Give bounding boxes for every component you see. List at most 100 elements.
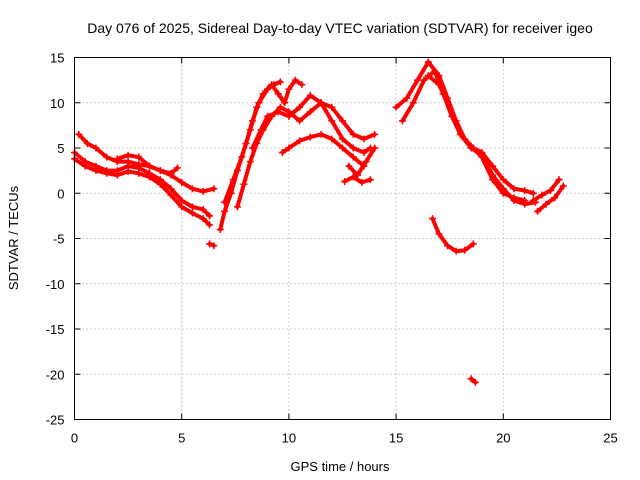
- data-point: [257, 126, 265, 134]
- series-sat-r: [529, 176, 563, 204]
- series-trace: [342, 175, 373, 185]
- data-point: [317, 130, 325, 138]
- data-point: [199, 187, 207, 195]
- data-point: [167, 185, 175, 193]
- data-point: [156, 167, 164, 175]
- data-point: [467, 375, 475, 383]
- data-point: [113, 155, 121, 163]
- data-point: [268, 81, 276, 89]
- data-point: [92, 167, 100, 175]
- data-point: [238, 153, 246, 161]
- data-point: [296, 117, 304, 125]
- series-trace: [535, 184, 566, 214]
- data-point: [124, 151, 132, 159]
- data-point: [555, 176, 563, 184]
- data-point: [135, 169, 143, 177]
- series-trace: [531, 177, 561, 203]
- x-tick-label: 5: [178, 431, 185, 446]
- data-point: [392, 103, 400, 111]
- series-sat-m: [392, 58, 537, 197]
- data-point: [113, 171, 121, 179]
- series-trace: [280, 132, 366, 169]
- data-point: [360, 135, 368, 143]
- data-point: [424, 58, 432, 66]
- data-point: [285, 112, 293, 120]
- y-tick-label: -15: [46, 322, 65, 337]
- data-point: [399, 117, 407, 125]
- data-point: [489, 176, 497, 184]
- data-point: [371, 144, 379, 152]
- data-point: [538, 191, 546, 199]
- data-point: [456, 130, 464, 138]
- data-point: [349, 173, 357, 181]
- series-sat-g: [221, 76, 306, 206]
- data-point: [246, 126, 254, 134]
- data-point: [317, 99, 325, 107]
- data-point: [499, 189, 507, 197]
- series-trace: [235, 100, 377, 209]
- data-point: [124, 168, 132, 176]
- data-point: [83, 139, 91, 147]
- data-point: [206, 221, 214, 229]
- x-tick-label: 15: [389, 431, 403, 446]
- data-point: [467, 142, 475, 150]
- y-tick-label: 0: [57, 186, 64, 201]
- series-sat-k: [341, 173, 374, 186]
- data-point: [221, 207, 229, 215]
- y-tick-label: -25: [46, 413, 65, 428]
- data-point: [349, 130, 357, 138]
- data-point: [206, 240, 214, 248]
- plot-area: [71, 58, 567, 386]
- data-point: [124, 158, 132, 166]
- data-point: [452, 247, 460, 255]
- data-point: [135, 160, 143, 168]
- data-point: [296, 103, 304, 111]
- data-point: [199, 206, 207, 214]
- data-point: [403, 94, 411, 102]
- y-tick-label: 5: [57, 141, 64, 156]
- series-trace: [222, 78, 304, 205]
- data-point: [414, 76, 422, 84]
- data-point: [199, 215, 207, 223]
- data-point: [103, 169, 111, 177]
- data-point: [328, 117, 336, 125]
- data-point: [529, 189, 537, 197]
- series-trace: [430, 216, 476, 254]
- y-tick-label: 15: [50, 51, 64, 66]
- data-point: [446, 103, 454, 111]
- data-point: [409, 99, 417, 107]
- data-point: [278, 149, 286, 157]
- data-point: [246, 158, 254, 166]
- data-point: [206, 212, 214, 220]
- data-point: [306, 108, 314, 116]
- data-point: [542, 200, 550, 208]
- y-axis-label: SDTVAR / TECUs: [6, 185, 21, 290]
- series-sat-o: [424, 72, 529, 204]
- data-point: [471, 378, 479, 386]
- data-point: [478, 153, 486, 161]
- data-point: [298, 81, 306, 89]
- x-tick-label: 0: [71, 431, 78, 446]
- data-point: [178, 203, 186, 211]
- data-point: [188, 185, 196, 193]
- data-point: [546, 187, 554, 195]
- data-point: [263, 112, 271, 120]
- data-point: [510, 194, 518, 202]
- data-point: [469, 240, 477, 248]
- data-point: [92, 144, 100, 152]
- data-point: [360, 149, 368, 157]
- data-point: [489, 162, 497, 170]
- series-trace: [400, 69, 538, 207]
- series-trace: [426, 73, 527, 203]
- data-point: [349, 144, 357, 152]
- x-tick-label: 25: [603, 431, 617, 446]
- data-point: [559, 182, 567, 190]
- y-tick-label: -20: [46, 367, 65, 382]
- data-point: [81, 162, 89, 170]
- data-point: [345, 162, 353, 170]
- data-point: [510, 185, 518, 193]
- data-point: [274, 108, 282, 116]
- series-sat-h: [233, 99, 379, 211]
- series-sat-j: [278, 130, 368, 170]
- data-point: [146, 173, 154, 181]
